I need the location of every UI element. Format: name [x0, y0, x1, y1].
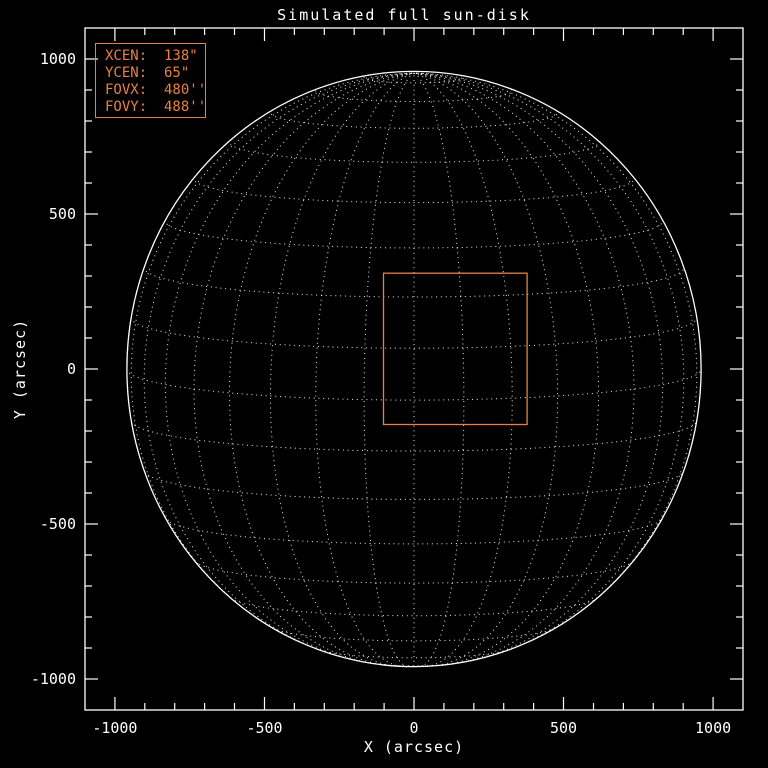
legend-line-xcen: XCEN: 138": [105, 48, 198, 64]
latitude-line: [130, 317, 698, 349]
y-tick-label: -1000: [31, 670, 76, 688]
x-axis-label: X (arcsec): [363, 738, 465, 756]
meridian-line: [413, 72, 635, 665]
y-tick-label: 500: [49, 205, 76, 223]
x-tick-label: -1000: [92, 719, 137, 737]
y-axis-label: Y (arcsec): [11, 318, 29, 420]
legend-line-ycen: YCEN: 65": [105, 65, 190, 81]
meridian-line: [413, 72, 698, 625]
fov-rectangle: [382, 272, 528, 426]
latitude-line: [143, 266, 685, 298]
latitude-line: [130, 421, 698, 452]
latitude-line: [230, 597, 598, 617]
meridian-line: [413, 72, 465, 667]
meridian-line: [363, 72, 415, 667]
latitude-line: [228, 139, 600, 163]
meridian-line: [315, 72, 415, 667]
y-tick-label: 0: [67, 360, 76, 378]
x-tick-label: 0: [409, 719, 418, 737]
latitude-line: [164, 219, 664, 249]
legend-line-fovy: FOVY: 488'': [105, 99, 207, 115]
x-tick-label: 1000: [695, 719, 731, 737]
x-tick-label: -500: [246, 719, 282, 737]
legend-line-fovx: FOVX: 480'': [105, 82, 207, 98]
latitude-line: [144, 471, 684, 501]
x-tick-label: 500: [550, 719, 577, 737]
solar-limb: [126, 70, 702, 668]
meridian-line: [143, 72, 415, 655]
meridian-line: [413, 72, 664, 663]
latitude-line: [194, 561, 634, 584]
meridian-line: [164, 72, 415, 663]
meridian-line: [193, 72, 415, 665]
plot-title: Simulated full sun-disk: [277, 6, 531, 24]
latitude-line: [272, 627, 556, 642]
y-tick-label: 1000: [40, 50, 76, 68]
plot-border: [84, 27, 744, 711]
meridian-line: [413, 72, 600, 666]
y-tick-label: -500: [40, 515, 76, 533]
meridian-line: [413, 72, 685, 655]
fov-legend-box: XCEN: 138" YCEN: 65" FOVX: 480'' FOVY: 4…: [95, 43, 206, 118]
latitude-line: [193, 176, 635, 204]
meridian-line: [413, 72, 513, 667]
meridian-line: [228, 72, 415, 666]
latitude-line: [269, 109, 559, 129]
meridian-line: [130, 72, 415, 625]
